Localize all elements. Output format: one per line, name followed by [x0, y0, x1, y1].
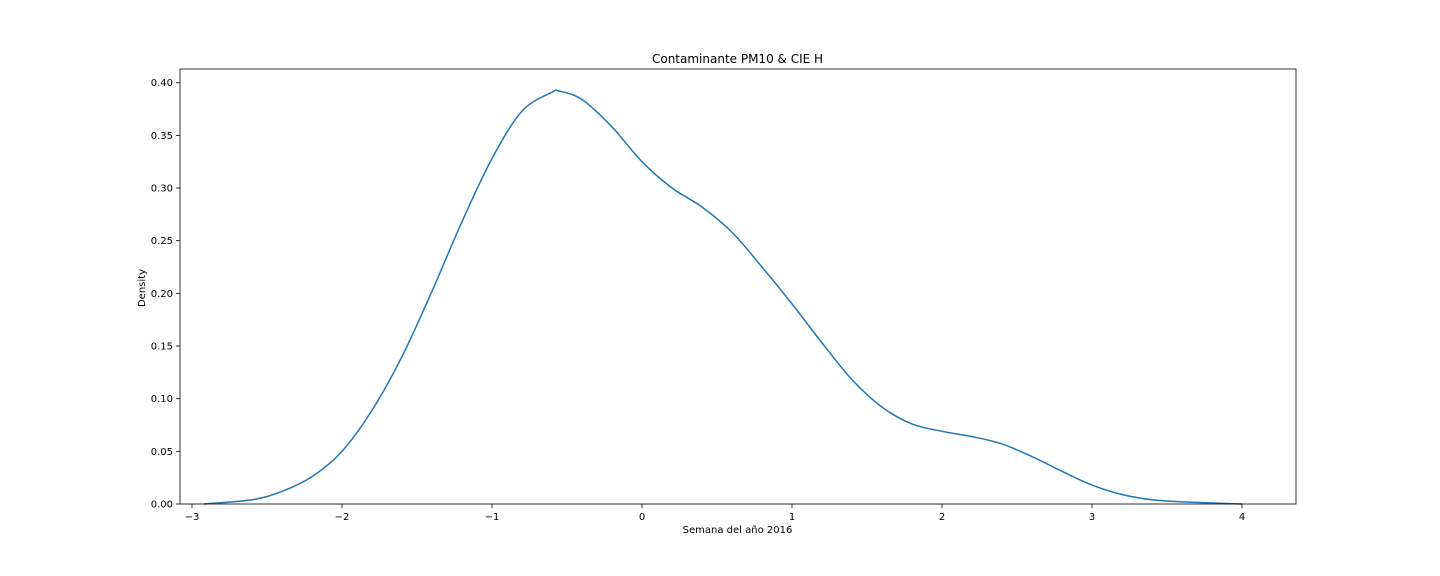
x-tick-label: 2 — [939, 512, 945, 523]
x-tick-label: −3 — [185, 512, 200, 523]
x-axis-label: Semana del año 2016 — [683, 525, 793, 536]
y-tick-label: 0.20 — [151, 289, 173, 300]
x-tick-label: 4 — [1239, 512, 1245, 523]
y-tick-label: 0.10 — [151, 394, 173, 405]
x-tick-label: 0 — [639, 512, 645, 523]
y-tick-label: 0.25 — [151, 236, 173, 247]
y-tick-label: 0.35 — [151, 131, 173, 142]
plot-area — [179, 68, 1297, 505]
y-tick-label: 0.15 — [151, 342, 173, 353]
y-axis: 0.00 0.05 0.10 0.15 0.20 0.25 0.30 0.35 0.40 — [151, 78, 180, 511]
y-tick-label: 0.05 — [151, 447, 173, 458]
chart-title: Contaminante PM10 & CIE H — [652, 52, 823, 66]
y-tick-label: 0.30 — [151, 184, 173, 195]
density-curve — [203, 89, 1243, 505]
y-tick-label: 0.40 — [151, 78, 173, 89]
y-tick-label: 0.00 — [151, 500, 173, 511]
y-axis-label: Density — [137, 269, 148, 307]
x-tick-label: 3 — [1089, 512, 1095, 523]
x-tick-label: 1 — [789, 512, 795, 523]
x-tick-label: −1 — [485, 512, 500, 523]
x-axis: −3 −2 −1 0 1 2 3 4 — [185, 504, 1245, 523]
axes-frame — [179, 68, 1297, 505]
x-tick-label: −2 — [335, 512, 350, 523]
